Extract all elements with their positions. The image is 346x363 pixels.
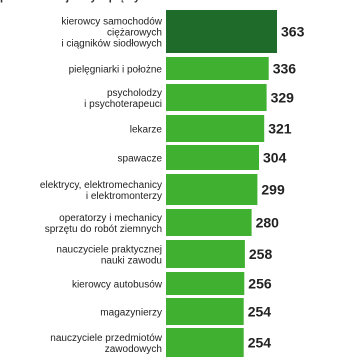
category-label-line: nauki zawodu: [101, 256, 162, 267]
category-label-line: operatorzy i mechanicy: [59, 213, 162, 224]
bar-row: 321 lekarze: [130, 115, 292, 142]
bar: [166, 272, 245, 295]
category-label: nauczyciele praktycznej nauki zawodu: [56, 245, 162, 267]
category-label-line: ciężarowych: [107, 28, 162, 39]
bar-row: 280 operatorzy i mechanicy sprzętu do robó…: [45, 209, 279, 236]
category-label: elektrycy, elektromechanicy i elektromont…: [40, 180, 162, 202]
bar: [166, 57, 269, 80]
value-label: 336: [273, 61, 297, 77]
category-label: lekarze: [130, 125, 163, 136]
value-label: 258: [249, 246, 273, 262]
bar: [166, 298, 244, 325]
category-label: spawacze: [118, 154, 163, 165]
category-label: pielęgniarki i położne: [69, 65, 163, 76]
bar-row: 363 kierowcy samochodów ciężarowych i ciągn…: [61, 10, 305, 53]
category-label-line: sprzętu do robót ziemnych: [45, 224, 162, 235]
bar-row: 329 psycholodzy i psychoterapeuci: [84, 84, 294, 111]
category-label-line: i ciągników siodłowych: [61, 39, 162, 50]
category-label: nauczyciele przedmiotów zawodowych: [50, 333, 162, 355]
bar-row: 254 magazynierzy: [100, 298, 271, 325]
value-label: 321: [268, 121, 292, 137]
category-label: psycholodzy i psychoterapeuci: [84, 88, 162, 110]
bar-row: 304 spawacze: [118, 145, 287, 170]
category-label-line: spawacze: [118, 154, 163, 165]
category-label-line: psycholodzy: [107, 88, 162, 99]
bar: [166, 328, 244, 357]
bar-row: 299 elektrycy, elektromechanicy i elektrom…: [40, 174, 285, 205]
category-label-line: magazynierzy: [100, 308, 162, 319]
category-label-line: pielęgniarki i położne: [69, 65, 163, 76]
category-label-line: elektrycy, elektromechanicy: [40, 180, 162, 191]
value-label: 256: [248, 276, 272, 292]
bar: [166, 174, 258, 205]
value-label: 254: [248, 335, 272, 351]
bar-row: 256 kierowcy autobusów: [72, 272, 272, 295]
category-label-line: zawodowych: [105, 344, 162, 355]
bar: [166, 84, 267, 111]
category-label-line: nauczyciele praktycznej: [56, 245, 162, 256]
category-label-line: kierowcy samochodów: [61, 17, 162, 28]
header-cut-text: p... ... ... ...nuj... ...y ...pię...y: [0, 0, 346, 9]
category-label: kierowcy samochodów ciężarowych i ciągnikó…: [61, 17, 162, 50]
category-label-line: lekarze: [130, 125, 163, 136]
bar-row: 258 nauczyciele praktycznej nauki zawodu: [56, 240, 272, 268]
value-label: 254: [248, 304, 272, 320]
value-label: 280: [256, 215, 280, 231]
value-label: 363: [281, 24, 305, 40]
bar: [166, 115, 265, 142]
bar: [166, 240, 245, 268]
bar-row: 336 pielęgniarki i położne: [69, 57, 297, 80]
category-label-line: nauczyciele przedmiotów: [50, 333, 162, 344]
bar-row: 254 nauczyciele przedmiotów zawodowych: [50, 328, 271, 357]
category-label: magazynierzy: [100, 308, 162, 319]
category-label: operatorzy i mechanicy sprzętu do robót z…: [45, 213, 162, 235]
category-label-line: i elektromonterzy: [86, 191, 162, 202]
category-label-line: i psychoterapeuci: [84, 99, 162, 110]
value-label: 329: [271, 90, 295, 106]
bar: [166, 145, 259, 170]
bar: [166, 10, 277, 53]
bar: [166, 209, 252, 236]
category-label: kierowcy autobusów: [72, 280, 163, 291]
value-label: 299: [261, 182, 285, 198]
value-label: 304: [263, 150, 287, 166]
category-label-line: kierowcy autobusów: [72, 280, 163, 291]
